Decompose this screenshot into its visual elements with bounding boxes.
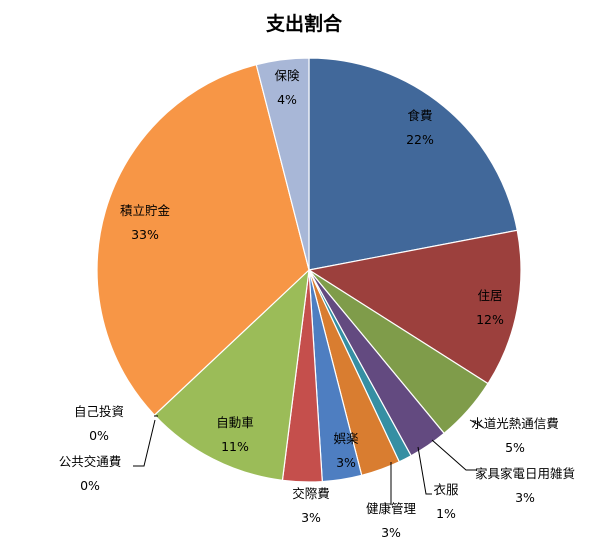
slice-label-9: 公共交通費 [59, 454, 122, 469]
slice-percent-1: 12% [476, 312, 504, 327]
pie-slices [96, 57, 522, 483]
slice-labels: 食費 22% 住居 12% 水道光熱通信費 5% 家具家電日用雑貨 3% 衣服 1% 健康管理 3% 娯… [59, 68, 575, 540]
pie-slice-1 [307, 229, 522, 385]
slice-label-8: 自動車 [216, 415, 254, 430]
slice-percent-5: 3% [381, 525, 401, 540]
leader-lines [133, 415, 485, 505]
slice-label-6: 娯楽 [333, 431, 359, 446]
slice-percent-12: 4% [277, 92, 297, 107]
pie-slice-12 [255, 57, 310, 271]
leader-line-2 [469, 419, 485, 429]
slice-percent-0: 22% [406, 132, 434, 147]
slice-label-12: 保険 [274, 68, 300, 83]
pie-slice-0 [308, 57, 518, 271]
slice-percent-2: 5% [505, 440, 525, 455]
slice-percent-11: 33% [131, 227, 159, 242]
slice-percent-6: 3% [336, 455, 356, 470]
leader-line-4 [417, 446, 432, 495]
leader-line-9 [133, 419, 156, 467]
slice-percent-8: 11% [221, 439, 249, 454]
slice-label-4: 衣服 [433, 482, 459, 497]
slice-label-2: 水道光熱通信費 [471, 416, 559, 431]
slice-label-7: 交際費 [292, 486, 330, 501]
leader-line-3 [431, 439, 476, 471]
slice-label-1: 住居 [477, 288, 502, 303]
slice-percent-3: 3% [515, 490, 535, 505]
slice-percent-9: 0% [80, 478, 100, 493]
slice-label-3: 家具家電日用雑貨 [475, 466, 575, 481]
chart-title: 支出割合 [265, 12, 343, 35]
slice-percent-10: 0% [89, 428, 109, 443]
pie-slice-11 [96, 63, 310, 416]
slice-label-5: 健康管理 [366, 501, 417, 516]
slice-label-10: 自己投資 [74, 404, 124, 419]
slice-percent-7: 3% [301, 510, 321, 525]
slice-label-0: 食費 [407, 108, 432, 123]
pie-slice-8 [153, 268, 310, 482]
slice-label-11: 積立貯金 [120, 203, 171, 218]
slice-percent-4: 1% [436, 506, 456, 521]
